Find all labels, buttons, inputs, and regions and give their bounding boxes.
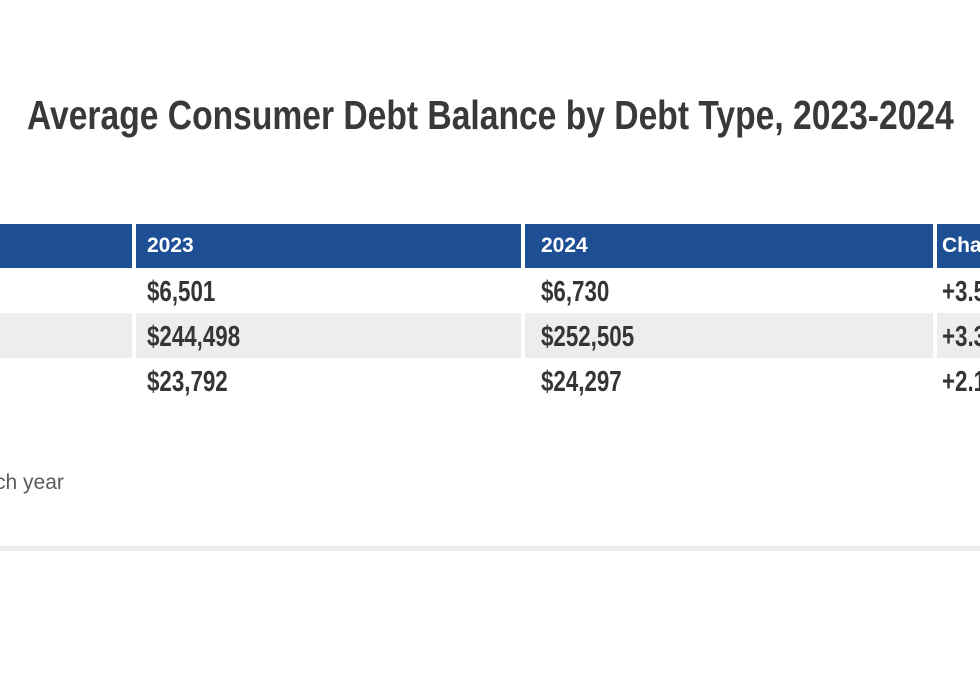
header-cell-change: Cha	[937, 224, 980, 268]
value-2023: $23,792	[147, 366, 228, 398]
value-change: +2.1	[942, 366, 980, 398]
page-title: Average Consumer Debt Balance by Debt Ty…	[27, 92, 954, 138]
header-cell-2024: 2024	[525, 224, 933, 268]
value-2023-cell: $244,498	[136, 313, 521, 358]
value-2024: $24,297	[541, 366, 622, 398]
header-cell-2023: 2023	[136, 224, 521, 268]
table-row: $23,792 $24,297 +2.1	[0, 358, 980, 403]
value-2023: $244,498	[147, 321, 241, 353]
value-change-cell: +2.1	[937, 358, 980, 403]
value-2024-cell: $24,297	[525, 358, 933, 403]
row-label-cell	[0, 358, 132, 403]
value-change-cell: +3.5	[937, 268, 980, 313]
table-header-row: 2023 2024 Cha	[0, 224, 980, 268]
value-2024-cell: $252,505	[525, 313, 933, 358]
value-2023-cell: $6,501	[136, 268, 521, 313]
row-label-cell	[0, 313, 132, 358]
table-row: $6,501 $6,730 +3.5	[0, 268, 980, 313]
value-2024: $252,505	[541, 321, 635, 353]
value-change-cell: +3.3	[937, 313, 980, 358]
value-change: +3.5	[942, 276, 980, 308]
table-row: $244,498 $252,505 +3.3	[0, 313, 980, 358]
horizontal-divider	[0, 546, 980, 551]
debt-balance-table: 2023 2024 Cha $6,501 $6,730 +3.5 $244,49…	[0, 224, 980, 403]
row-label-cell	[0, 268, 132, 313]
source-note: ch year	[0, 471, 64, 494]
value-2024: $6,730	[541, 276, 610, 308]
value-2023: $6,501	[147, 276, 216, 308]
header-cell-debt-type	[0, 224, 132, 268]
value-change: +3.3	[942, 321, 980, 353]
value-2024-cell: $6,730	[525, 268, 933, 313]
value-2023-cell: $23,792	[136, 358, 521, 403]
